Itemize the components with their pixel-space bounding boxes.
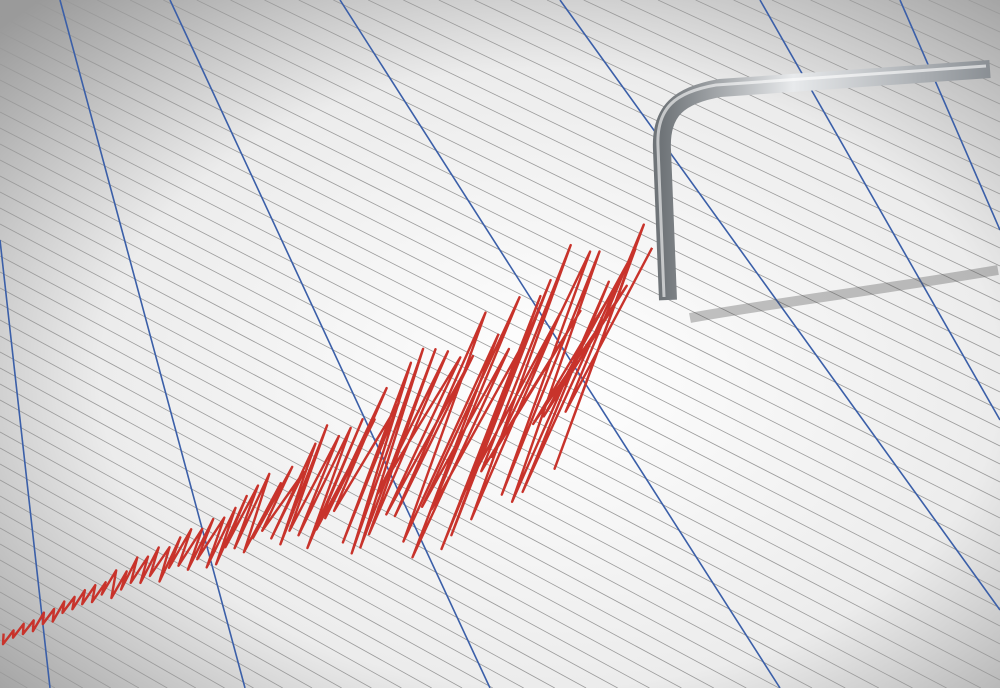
grid-line (0, 479, 372, 688)
grid-line (0, 431, 463, 688)
grid-line (0, 159, 1000, 681)
grid-line (96, 0, 1000, 447)
grid-line (0, 575, 197, 688)
grid-line (0, 463, 402, 688)
grid-line (64, 0, 1000, 465)
grid-line (0, 367, 587, 688)
grid-line (0, 623, 111, 688)
grid-line (0, 447, 432, 688)
trace-line (1, 223, 654, 646)
grid-line (0, 591, 168, 688)
grid-line (403, 0, 1000, 285)
grid-line (0, 511, 313, 688)
grid-line-major (59, 0, 246, 688)
grid-line-major (0, 239, 51, 688)
seismic-trace (1, 223, 654, 646)
grid-line (733, 0, 1000, 123)
grid-line (0, 31, 1000, 537)
grid-line (849, 0, 1000, 69)
grid-line-major (899, 0, 1000, 231)
grid-line (0, 319, 682, 688)
grid-line (163, 0, 1000, 411)
grid-line (0, 607, 140, 688)
grid-line (0, 191, 947, 688)
grid-line (0, 95, 1000, 609)
grid-line (0, 383, 555, 688)
grid-line (968, 0, 1000, 15)
grid-line (0, 79, 1000, 591)
grid-line-major (169, 0, 491, 688)
grid-line (0, 351, 618, 688)
grid-line (0, 639, 83, 688)
grid-line (888, 0, 1000, 51)
grid-line (474, 0, 1000, 249)
grid-line (928, 0, 1000, 33)
grid-line (0, 239, 846, 688)
grid-line (0, 415, 493, 688)
grid-line (0, 495, 342, 688)
grid-line (546, 0, 1000, 213)
grid-line (0, 47, 1000, 555)
grid-line-major (759, 0, 1000, 421)
grid-line (0, 303, 714, 688)
grid-line (196, 0, 1000, 393)
grid-line (0, 655, 56, 688)
grid-line (129, 0, 1000, 429)
grid-line (0, 527, 283, 688)
grid-line (368, 0, 1000, 303)
grid-line (0, 15, 1000, 519)
grid-line (230, 0, 1000, 375)
grid-line (0, 543, 254, 688)
grid-line (31, 0, 1000, 483)
grid-line (438, 0, 1000, 267)
grid-line-major (559, 0, 1000, 611)
grid-line (298, 0, 1000, 339)
seismograph-stylus-icon (652, 60, 991, 301)
grid-line (771, 0, 1000, 105)
grid-line (0, 399, 524, 688)
grid-line (0, 63, 1000, 573)
grid-line (0, 223, 879, 688)
grid-line (510, 0, 1000, 231)
grid-line (0, 671, 28, 688)
stylus-shadow (689, 265, 999, 323)
grid-line (264, 0, 1000, 357)
grid-line (583, 0, 1000, 195)
